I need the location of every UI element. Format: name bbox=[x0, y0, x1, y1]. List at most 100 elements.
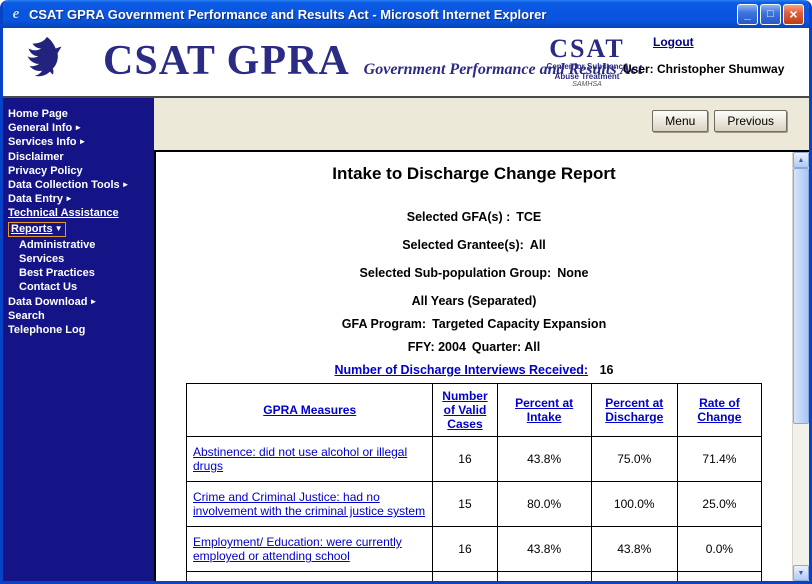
previous-button[interactable]: Previous bbox=[714, 110, 787, 132]
percent-discharge-cell: 81.3% bbox=[590, 571, 678, 581]
sidebar-item-technical-assistance[interactable]: Technical Assistance bbox=[8, 207, 119, 220]
logged-in-user: User: Christopher Shumway bbox=[623, 62, 785, 76]
measure-link[interactable]: Abstinence: did not use alcohol or illeg… bbox=[193, 445, 408, 473]
percent-discharge-header-link[interactable]: Percent at Discharge bbox=[605, 396, 664, 424]
sidebar-item-data-collection-tools[interactable]: Data Collection Tools ► bbox=[8, 179, 130, 192]
submenu-arrow-icon: ► bbox=[121, 180, 130, 190]
percent-discharge-cell: 100.0% bbox=[590, 481, 678, 527]
submenu-arrow-icon: ► bbox=[78, 137, 87, 147]
sidebar-item-best-practices[interactable]: Best Practices bbox=[19, 267, 95, 280]
sidebar-item-privacy-policy[interactable]: Privacy Policy bbox=[8, 164, 83, 177]
gpra-measures-table: GPRA Measures Number of Valid Cases Perc… bbox=[185, 383, 763, 581]
column-header-rate-of-change: Rate of Change bbox=[676, 383, 763, 437]
percent-intake-cell: 43.8% bbox=[496, 436, 592, 482]
csat-logo-line2: Abuse Treatment bbox=[554, 71, 620, 81]
column-header-percent-discharge: Percent at Discharge bbox=[590, 383, 678, 437]
measure-link[interactable]: Crime and Criminal Justice: had no invol… bbox=[193, 490, 426, 518]
scroll-up-icon[interactable]: ▲ bbox=[793, 152, 809, 168]
percent-intake-cell: 80.0% bbox=[496, 481, 592, 527]
rate-of-change-cell: 0.0% bbox=[676, 526, 763, 572]
sidebar-item-services-info[interactable]: Services Info ► bbox=[8, 136, 87, 149]
sidebar-item-data-download[interactable]: Data Download ► bbox=[8, 295, 98, 308]
selected-gfa-line: Selected GFA(s) : TCE bbox=[406, 210, 542, 224]
valid-cases-header-link[interactable]: Number of Valid Cases bbox=[442, 389, 488, 431]
percent-discharge-cell: 43.8% bbox=[590, 526, 678, 572]
measure-cell: Employment/ Education: were currently em… bbox=[185, 526, 434, 572]
rate-of-change-cell: 30.0% bbox=[676, 571, 763, 581]
internet-explorer-icon: e bbox=[12, 5, 20, 22]
gpra-measures-header-link[interactable]: GPRA Measures bbox=[263, 403, 357, 417]
rate-of-change-header-link[interactable]: Rate of Change bbox=[697, 396, 742, 424]
sidebar-item-home-page[interactable]: Home Page bbox=[8, 108, 68, 120]
csat-logo-samhsa: SAMHSA bbox=[572, 81, 602, 89]
ffy-quarter-line: FFY: 2004 Quarter: All bbox=[407, 340, 541, 354]
measure-cell: Crime and Criminal Justice: had no invol… bbox=[185, 481, 434, 527]
vertical-scrollbar: ▲ ▼ bbox=[792, 152, 809, 581]
report-toolbar: Menu Previous bbox=[652, 110, 787, 132]
discharge-interviews-line: Number of Discharge Interviews Received:… bbox=[156, 363, 792, 377]
page-title: Intake to Discharge Change Report bbox=[332, 164, 616, 183]
csat-logo-line1: Center for Substance bbox=[546, 62, 628, 71]
user-area: Logout User: Christopher Shumway bbox=[623, 35, 801, 76]
sidebar-item-administrative[interactable]: Administrative bbox=[19, 238, 96, 251]
percent-intake-cell: 62.5% bbox=[496, 571, 592, 581]
table-row-employment: Employment/ Education: were currently em… bbox=[185, 526, 763, 572]
csat-logo: CSAT Center for Substance Abuse Treatmen… bbox=[541, 34, 633, 89]
valid-cases-cell: 16 bbox=[432, 526, 498, 572]
scroll-down-icon[interactable]: ▼ bbox=[793, 565, 809, 581]
measure-link[interactable]: Health/Behavioral/Social Consequences: e… bbox=[193, 580, 410, 581]
sidebar-item-data-entry[interactable]: Data Entry ► bbox=[8, 193, 73, 206]
selected-grantee-line: Selected Grantee(s): All bbox=[402, 238, 546, 252]
expanded-arrow-icon: ▼ bbox=[54, 223, 63, 233]
close-button[interactable]: × bbox=[783, 3, 804, 25]
submenu-arrow-icon: ► bbox=[65, 194, 73, 204]
active-item-outline: Reports ▼ bbox=[8, 221, 67, 237]
sidebar-item-disclaimer[interactable]: Disclaimer bbox=[8, 150, 64, 163]
sidebar-item-contact-us[interactable]: Contact Us bbox=[19, 281, 78, 294]
brand: CSAT GPRA Government Performance and Res… bbox=[103, 40, 642, 82]
main-area: Menu Previous Intake to Discharge Change… bbox=[154, 98, 809, 581]
gfa-program-line: GFA Program: Targeted Capacity Expansion bbox=[341, 317, 607, 331]
report-frame: Intake to Discharge Change Report Select… bbox=[154, 150, 809, 581]
sidebar-item-reports[interactable]: Reports ▼ bbox=[3, 221, 154, 238]
window-title: CSAT GPRA Government Performance and Res… bbox=[29, 6, 547, 22]
csat-logo-name: CSAT bbox=[549, 34, 625, 63]
percent-intake-header-link[interactable]: Percent at Intake bbox=[515, 396, 574, 424]
maximize-button[interactable]: □ bbox=[760, 3, 781, 25]
sidebar-nav: Home Page General Info ► Services Info ► D… bbox=[3, 98, 154, 581]
table-row-crime: Crime and Criminal Justice: had no invol… bbox=[185, 481, 763, 527]
hhs-logo bbox=[17, 33, 75, 91]
rate-of-change-cell: 25.0% bbox=[676, 481, 763, 527]
submenu-arrow-icon: ► bbox=[89, 296, 98, 306]
valid-cases-cell: 16 bbox=[432, 571, 498, 581]
valid-cases-cell: 15 bbox=[432, 481, 498, 527]
table-row-abstinence: Abstinence: did not use alcohol or illeg… bbox=[185, 436, 763, 482]
column-header-percent-intake: Percent at Intake bbox=[496, 383, 592, 437]
percent-intake-cell: 43.8% bbox=[496, 526, 592, 572]
discharge-interviews-link[interactable]: Number of Discharge Interviews Received: bbox=[334, 363, 589, 377]
scrollbar-track[interactable] bbox=[793, 168, 809, 565]
sidebar-item-general-info[interactable]: General Info ► bbox=[8, 122, 83, 135]
page-header: CSAT GPRA Government Performance and Res… bbox=[3, 28, 809, 98]
scrollbar-thumb[interactable] bbox=[793, 168, 809, 424]
table-header-row: GPRA Measures Number of Valid Cases Perc… bbox=[185, 383, 763, 437]
menu-button[interactable]: Menu bbox=[652, 110, 709, 132]
measure-link[interactable]: Employment/ Education: were currently em… bbox=[193, 535, 402, 563]
submenu-arrow-icon: ► bbox=[74, 123, 83, 133]
logout-link[interactable]: Logout bbox=[653, 35, 694, 49]
all-years-line: All Years (Separated) bbox=[411, 294, 537, 308]
valid-cases-cell: 16 bbox=[432, 436, 498, 482]
sidebar-item-search[interactable]: Search bbox=[8, 309, 45, 322]
selected-subpopulation-line: Selected Sub-population Group: None bbox=[359, 266, 589, 280]
minimize-button[interactable]: _ bbox=[737, 3, 758, 25]
percent-discharge-cell: 75.0% bbox=[590, 436, 678, 482]
report-content: Intake to Discharge Change Report Select… bbox=[156, 152, 792, 581]
brand-subtitle: Government Performance and Results Act bbox=[363, 61, 643, 78]
titlebar: e CSAT GPRA Government Performance and R… bbox=[3, 0, 809, 28]
measure-cell: Abstinence: did not use alcohol or illeg… bbox=[185, 436, 434, 482]
sidebar-item-telephone-log[interactable]: Telephone Log bbox=[8, 324, 86, 337]
table-row-health: Health/Behavioral/Social Consequences: e… bbox=[185, 571, 763, 581]
measure-cell: Health/Behavioral/Social Consequences: e… bbox=[185, 571, 434, 581]
sidebar-item-services[interactable]: Services bbox=[19, 253, 65, 266]
